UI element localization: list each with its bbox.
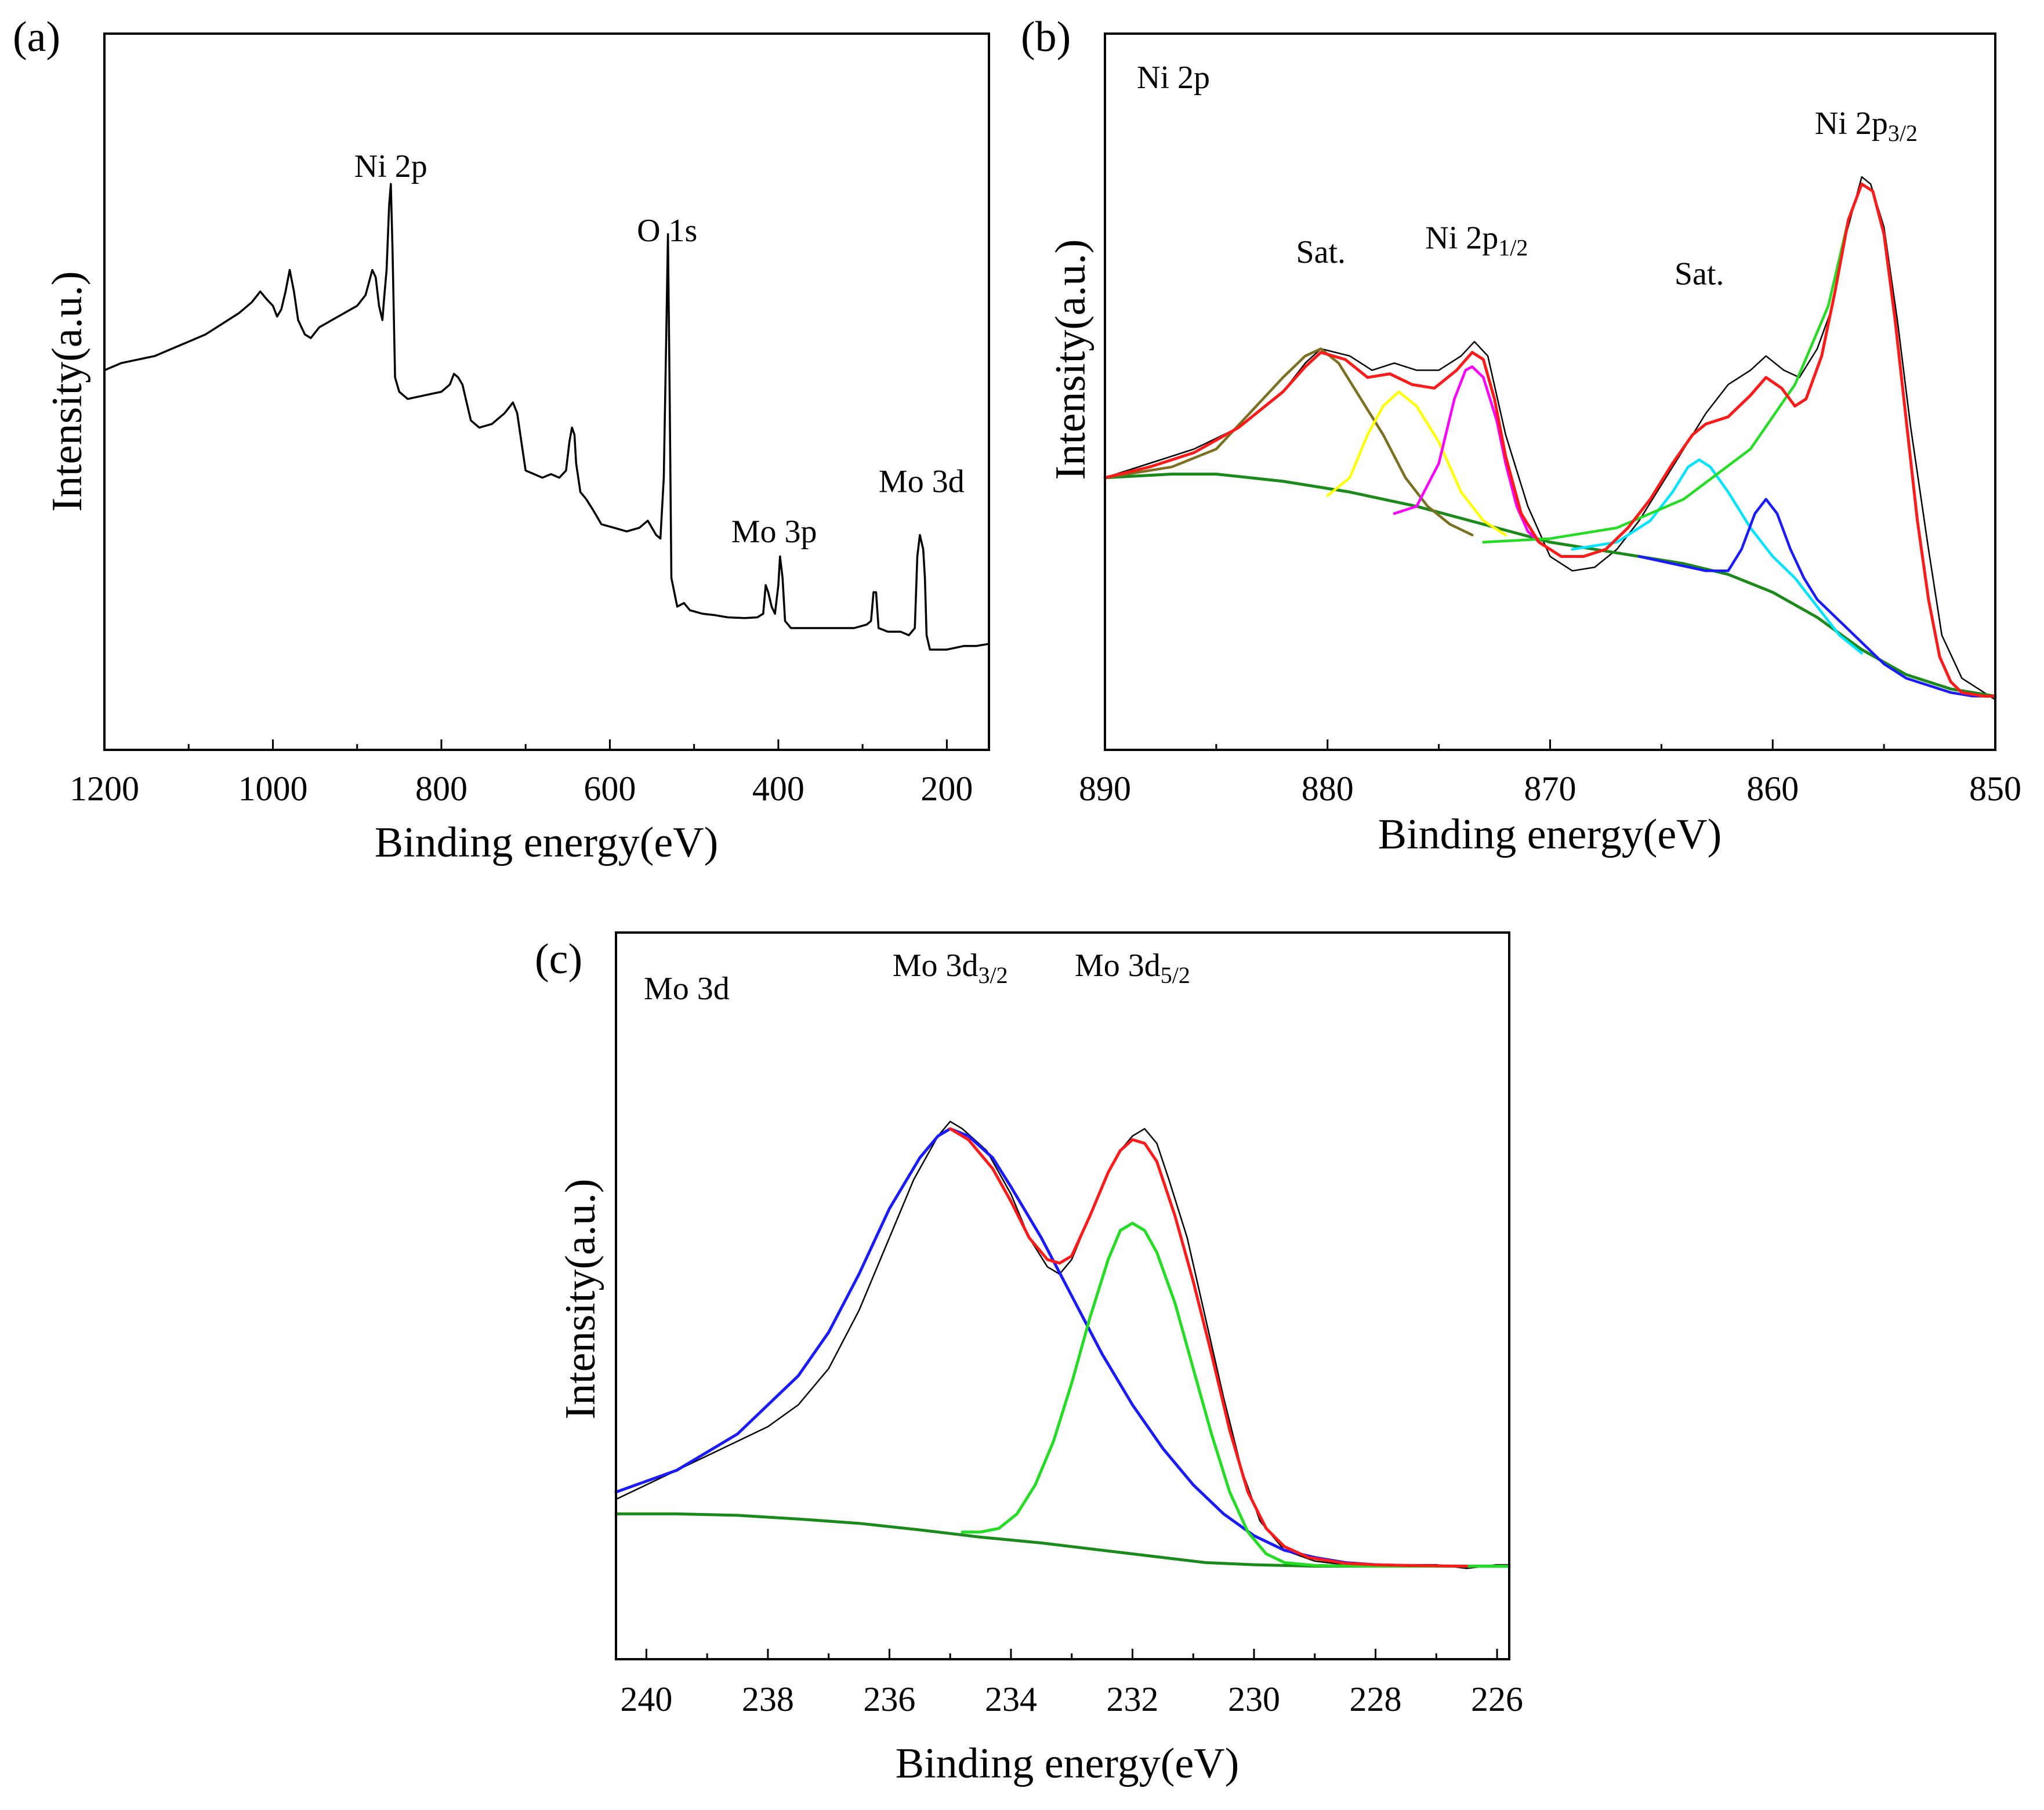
panel-a-x-axis: 1200 1000 800 600 400 200 xyxy=(70,739,973,808)
panel-a-annotations: Ni 2p O 1s Mo 3p Mo 3d xyxy=(354,148,965,550)
panel-c-x-tick-label: 238 xyxy=(742,1680,794,1718)
panel-a-survey: (a) 1200 1000 800 600 400 200 Ni 2p O 1s Mo 3p M… xyxy=(13,13,990,866)
panel-a-x-axis-label: Binding energy(eV) xyxy=(375,819,719,866)
panel-c-annotations: Mo 3d3/2 Mo 3d5/2 xyxy=(893,948,1190,988)
panel-b-x-axis-label: Binding energy(eV) xyxy=(1378,811,1722,858)
panel-a-x-tick-label: 1200 xyxy=(70,770,139,808)
panel-b-series-ni-2p1-2-fit xyxy=(1393,365,1541,544)
panel-c-peak-label: Mo 3d3/2 xyxy=(893,948,1008,988)
panel-a-x-tick-label: 1000 xyxy=(238,770,307,808)
panel-c-x-tick-label: 226 xyxy=(1471,1680,1523,1718)
panel-c-x-tick-label: 236 xyxy=(863,1680,915,1718)
panel-a-y-axis-label: Intensity(a.u.) xyxy=(44,271,91,512)
panel-b-x-tick-label: 850 xyxy=(1969,770,2021,808)
panel-c-series-raw-data xyxy=(615,1120,1510,1569)
panel-a-peak-label: Mo 3d xyxy=(879,463,965,499)
panel-c-x-tick-label: 240 xyxy=(620,1680,672,1718)
panel-c-series-mo-3d5-2-fit xyxy=(961,1221,1511,1568)
panel-a-x-tick-label: 600 xyxy=(584,770,636,808)
panel-b-peak-label: Sat. xyxy=(1675,256,1724,292)
panel-b-peak-label: Ni 2p1/2 xyxy=(1425,220,1528,261)
panel-b-series-sat-fit-860-3 xyxy=(1637,498,1997,698)
panel-c-title: Mo 3d xyxy=(644,971,730,1007)
panel-b-peak-label: Sat. xyxy=(1296,234,1346,270)
panel-c-peak-label: Mo 3d5/2 xyxy=(1075,948,1190,988)
panel-c-label: (c) xyxy=(535,935,582,983)
panel-a-x-tick-label: 400 xyxy=(752,770,804,808)
panel-c-series-mo-3d3-2-fit xyxy=(614,1127,1511,1568)
panel-a-peak-label: Mo 3p xyxy=(731,514,817,550)
panel-b-series-envelope-fit xyxy=(1103,182,1997,698)
panel-a-frame xyxy=(103,32,990,751)
panel-c-x-axis-label: Binding energy(eV) xyxy=(896,1740,1240,1787)
panel-b-series-background xyxy=(1103,473,1997,698)
panel-b-x-tick-label: 860 xyxy=(1746,770,1799,808)
panel-c-x-axis: 240 238 236 234 232 230 228 226 xyxy=(620,1649,1523,1718)
panel-c-x-tick-label: 232 xyxy=(1106,1680,1158,1718)
panel-b-series-ni-2p3-2-fit xyxy=(1482,183,1997,698)
panel-b-annotations: Sat. Ni 2p1/2 Sat. Ni 2p3/2 xyxy=(1296,106,1918,292)
panel-b-x-tick-label: 880 xyxy=(1302,770,1354,808)
panel-b-series-sat-fit-863 xyxy=(1571,458,1864,655)
panel-b-title: Ni 2p xyxy=(1137,60,1210,96)
panel-a-x-tick-label: 200 xyxy=(920,770,973,808)
panel-a-x-tick-label: 800 xyxy=(415,770,467,808)
panel-a-peak-label: Ni 2p xyxy=(354,148,427,184)
panel-b-plot xyxy=(1103,176,1997,701)
panel-c-y-axis-label: Intensity(a.u.) xyxy=(557,1178,604,1419)
panel-b-peak-label: Ni 2p3/2 xyxy=(1815,106,1918,146)
panel-c-series-envelope-fit xyxy=(948,1127,1469,1568)
panel-a-peak-label: O 1s xyxy=(637,213,697,249)
panel-c-x-tick-label: 234 xyxy=(985,1680,1037,1718)
panel-a-plot xyxy=(103,183,990,651)
panel-c-plot xyxy=(614,1120,1511,1569)
panel-a-series-survey-spectrum xyxy=(103,183,990,651)
panel-c-mo3d: (c) Mo 3d 240 238 236 234 232 230 228 226 Mo 3d… xyxy=(535,931,1523,1787)
panel-b-x-axis: 890 880 870 860 850 xyxy=(1079,739,2021,808)
panel-c-series-background xyxy=(614,1512,1511,1568)
panel-b-series-raw-data xyxy=(1104,176,1996,701)
panel-b-label: (b) xyxy=(1021,13,1071,61)
panel-b-x-tick-label: 890 xyxy=(1079,770,1131,808)
panel-c-x-tick-label: 230 xyxy=(1228,1680,1280,1718)
panel-b-y-axis-label: Intensity(a.u.) xyxy=(1047,239,1095,480)
panel-b-ni2p: (b) Ni 2p 890 880 870 860 850 Sat. Ni 2p1/2Sa… xyxy=(1021,13,2021,858)
panel-a-label: (a) xyxy=(13,13,60,61)
panel-c-frame xyxy=(615,931,1510,1660)
panel-b-x-tick-label: 870 xyxy=(1524,770,1577,808)
panel-c-x-tick-label: 228 xyxy=(1350,1680,1402,1718)
panel-b-series-ni-2p1-2-sat-fit xyxy=(1326,390,1507,536)
